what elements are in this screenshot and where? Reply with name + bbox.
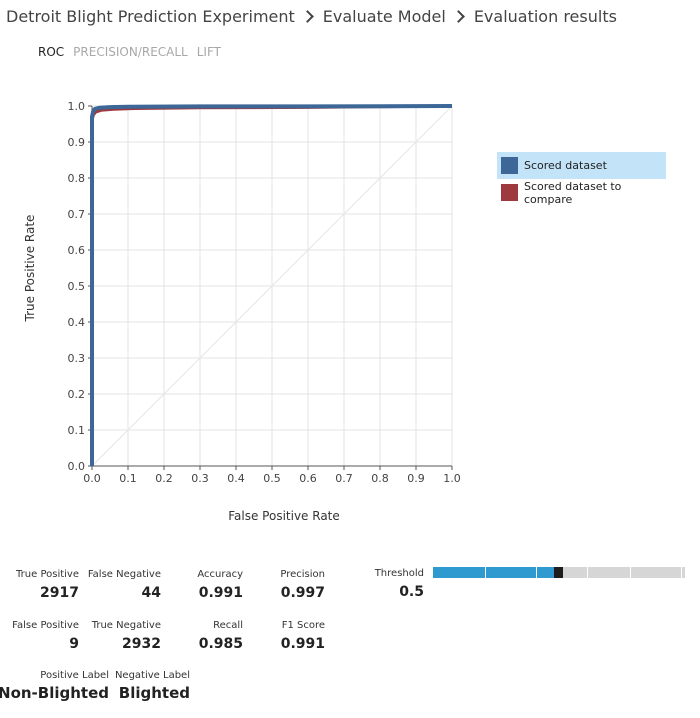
- x-tick-label: 0.8: [371, 472, 389, 485]
- metric-label: Precision: [280, 569, 325, 580]
- legend-label: Scored dataset to compare: [524, 179, 622, 206]
- chart-tabs: ROC PRECISION/RECALL LIFT: [38, 45, 230, 61]
- metric-label: False Positive: [12, 620, 79, 631]
- metric-f1-score: F1 Score 0.991: [281, 620, 325, 652]
- threshold-slider-tick: [587, 567, 588, 578]
- threshold-slider-thumb[interactable]: [554, 567, 563, 578]
- y-tick-label: 0.8: [68, 172, 86, 185]
- y-tick-label: 0.6: [68, 244, 86, 257]
- metric-label: False Negative: [87, 569, 161, 580]
- legend-swatch: [501, 184, 518, 201]
- x-tick-label: 0.4: [227, 472, 245, 485]
- metric-threshold: Threshold 0.5: [375, 568, 424, 600]
- x-tick-label: 0.7: [335, 472, 353, 485]
- tab-precision-recall[interactable]: PRECISION/RECALL: [73, 45, 188, 59]
- metric-value: 0.997: [280, 585, 325, 601]
- threshold-slider-tick: [681, 567, 682, 578]
- y-tick-label: 0.0: [68, 460, 86, 473]
- x-tick-label: 0.0: [83, 472, 101, 485]
- metric-value: 0.985: [198, 636, 243, 652]
- metric-false-positive: False Positive 9: [12, 620, 79, 652]
- metric-value: 0.991: [280, 636, 325, 652]
- threshold-slider-fill: [433, 567, 554, 578]
- metric-label: Recall: [213, 620, 243, 631]
- y-axis-label: True Positive Rate: [23, 215, 37, 323]
- y-tick-label: 0.3: [68, 352, 86, 365]
- legend-label: Scored dataset: [524, 159, 607, 172]
- x-tick-label: 0.3: [191, 472, 209, 485]
- legend-item-scored-dataset[interactable]: Scored dataset: [497, 152, 666, 179]
- legend-item-scored-dataset-to-compare[interactable]: Scored dataset to compare: [497, 179, 666, 206]
- metric-value: 9: [69, 636, 79, 652]
- y-tick-label: 0.1: [68, 424, 86, 437]
- roc-chart: 0.0 0.1 0.2 0.3 0.4 0.5 0.6 0.7 0.8 0.9 1.0 0.0 0.1 0…: [23, 100, 461, 523]
- metric-recall: Recall 0.985: [199, 620, 243, 652]
- metric-label: True Positive: [16, 569, 79, 580]
- x-tick-label: 0.6: [299, 472, 317, 485]
- metric-value: Blighted: [118, 684, 190, 702]
- metric-value: 0.991: [198, 585, 243, 601]
- x-tick-label: 0.5: [263, 472, 281, 485]
- tab-roc[interactable]: ROC: [38, 45, 65, 59]
- metric-positive-label: Positive Label Non-Blighted: [0, 670, 109, 702]
- legend-swatch: [501, 157, 518, 174]
- metric-label: True Negative: [91, 620, 161, 631]
- breadcrumb-evaluation-results: Evaluation results: [473, 6, 617, 26]
- metric-value: 0.5: [399, 584, 424, 600]
- breadcrumb: Detroit Blight Prediction Experiment Eva…: [6, 5, 617, 27]
- y-tick-label: 0.2: [68, 388, 86, 401]
- metric-value: Non-Blighted: [0, 684, 109, 702]
- chevron-right-icon: [451, 9, 465, 23]
- tab-lift[interactable]: LIFT: [196, 45, 221, 59]
- x-tick-label: 1.0: [443, 472, 461, 485]
- breadcrumb-evaluate-model[interactable]: Evaluate Model: [322, 6, 446, 26]
- metric-value: 44: [141, 585, 161, 601]
- metric-value: 2917: [40, 585, 79, 601]
- chevron-right-icon: [300, 9, 314, 23]
- series-line-scored-dataset: [90, 104, 453, 466]
- breadcrumb-experiment[interactable]: Detroit Blight Prediction Experiment: [6, 6, 295, 26]
- metric-label: F1 Score: [281, 620, 325, 631]
- threshold-slider[interactable]: [433, 567, 685, 578]
- y-tick-label: 0.4: [68, 316, 86, 329]
- metric-accuracy: Accuracy 0.991: [197, 569, 243, 601]
- metric-true-negative: True Negative 2932: [92, 620, 161, 652]
- y-tick-label: 0.7: [68, 208, 86, 221]
- metric-label: Negative Label: [114, 670, 190, 681]
- x-tick-label: 0.9: [407, 472, 425, 485]
- metric-negative-label: Negative Label Blighted: [115, 670, 190, 702]
- x-tick-label: 0.1: [119, 472, 137, 485]
- y-tick-label: 0.5: [68, 280, 86, 293]
- metric-label: Accuracy: [197, 569, 243, 580]
- diagonal-reference-line: [91, 105, 453, 467]
- metric-true-positive: True Positive 2917: [16, 569, 79, 601]
- metric-precision: Precision 0.997: [280, 569, 325, 601]
- threshold-slider-tick: [630, 567, 631, 578]
- metric-label: Threshold: [374, 568, 424, 579]
- chart-legend: Scored dataset Scored dataset to compare: [497, 152, 666, 206]
- y-tick-label: 0.9: [68, 136, 86, 149]
- y-tick-label: 1.0: [68, 100, 86, 113]
- x-axis-label: False Positive Rate: [228, 509, 340, 523]
- metric-false-negative: False Negative 44: [88, 569, 161, 601]
- threshold-slider-tick: [485, 567, 486, 578]
- threshold-slider-tick: [536, 567, 537, 578]
- metric-label: Positive Label: [40, 670, 109, 681]
- metric-value: 2932: [122, 636, 161, 652]
- threshold-slider-track: [563, 567, 685, 578]
- x-tick-label: 0.2: [155, 472, 173, 485]
